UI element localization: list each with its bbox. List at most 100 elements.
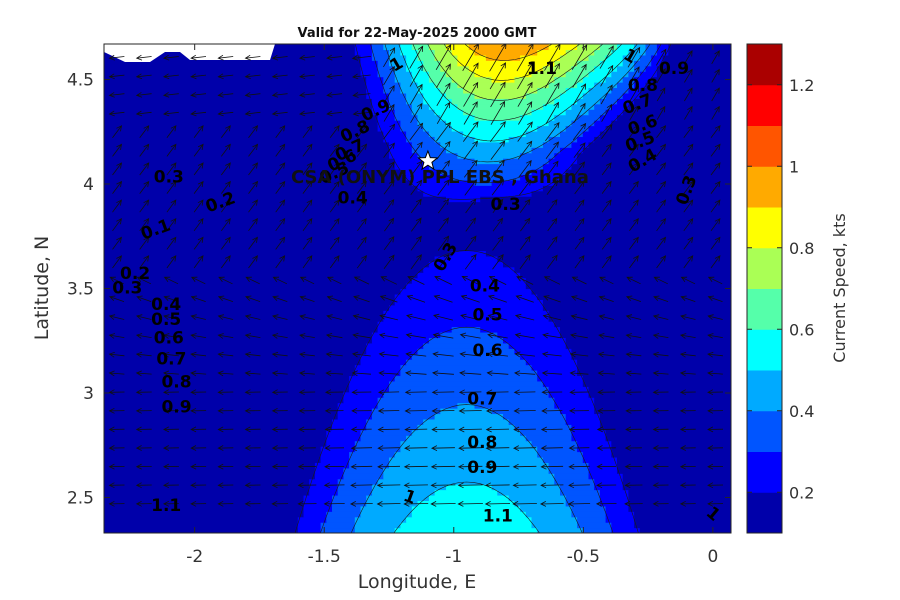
speed-band-cell (525, 92, 561, 99)
speed-band-cell (394, 71, 413, 78)
current-arrow (272, 295, 288, 302)
speed-band-cell (548, 462, 590, 469)
y-tick-label: 3.5 (67, 280, 94, 300)
current-arrow (376, 482, 401, 489)
current-arrow (351, 370, 372, 377)
current-arrow (458, 389, 482, 396)
speed-band-cell (383, 315, 550, 322)
speed-band-cell (366, 424, 419, 431)
current-arrow (486, 370, 509, 377)
speed-band-cell (423, 125, 453, 132)
current-arrow (245, 295, 261, 302)
speed-band-cell (389, 152, 419, 159)
speed-band-cell (617, 98, 635, 105)
current-arrow (248, 199, 258, 213)
speed-band-cell (531, 71, 567, 78)
current-arrow (190, 500, 207, 507)
speed-band-cell (104, 435, 327, 442)
current-arrow (490, 140, 506, 160)
speed-band-cell (542, 65, 572, 72)
speed-band-cell (514, 76, 555, 83)
current-arrow (601, 255, 612, 269)
speed-band-cell (560, 54, 590, 61)
current-arrow (326, 73, 343, 80)
speed-band-cell (104, 217, 731, 224)
speed-band-cell (628, 505, 731, 512)
speed-band-cell (104, 228, 731, 235)
current-arrow (139, 236, 150, 250)
current-arrow (546, 160, 559, 177)
speed-band-cell (389, 147, 413, 154)
speed-band-cell (634, 65, 647, 72)
current-arrow (547, 236, 558, 251)
speed-band-cell (525, 435, 572, 442)
speed-band-cell (503, 337, 567, 344)
current-arrow (545, 82, 560, 107)
speed-band-cell (668, 44, 731, 51)
current-arrow (166, 255, 177, 269)
speed-band-cell (491, 484, 561, 491)
speed-band-cell (360, 359, 407, 366)
speed-band-cell (542, 299, 731, 306)
current-arrow (572, 83, 587, 106)
current-arrow (491, 179, 505, 196)
speed-band-cell (411, 179, 476, 186)
speed-band-cell (634, 76, 652, 83)
current-arrow (139, 255, 150, 269)
speed-band-cell (371, 44, 384, 51)
current-arrow (350, 426, 372, 433)
speed-band-cell (104, 473, 316, 480)
current-arrow (628, 180, 639, 194)
current-arrow (162, 92, 179, 98)
speed-band-cell (446, 71, 476, 78)
current-arrow (352, 314, 371, 321)
speed-band-cell (440, 331, 498, 338)
speed-band-cell (651, 54, 664, 61)
speed-band-cell (571, 120, 595, 127)
current-arrow (193, 162, 204, 176)
speed-band-cell (309, 484, 339, 491)
speed-band-cell (571, 348, 731, 355)
speed-band-cell (508, 136, 550, 143)
current-vector-arrows (108, 44, 724, 507)
current-arrow (112, 125, 123, 139)
current-arrow (680, 333, 696, 339)
speed-band-cell (628, 494, 731, 501)
speed-band-cell (599, 418, 731, 425)
speed-band-cell (434, 82, 458, 89)
current-arrow (190, 73, 207, 80)
speed-band-cell (377, 402, 458, 409)
speed-band-cell (520, 272, 731, 279)
speed-band-cell (104, 147, 390, 154)
current-arrow (519, 254, 531, 270)
current-arrow (383, 103, 395, 122)
speed-band-cell (577, 98, 601, 105)
speed-band-cell (383, 391, 550, 398)
current-arrow (220, 217, 231, 232)
current-arrow (683, 143, 694, 157)
speed-band-cell (560, 484, 595, 491)
speed-band-cell (104, 255, 436, 262)
current-arrow (298, 92, 315, 98)
current-arrow (135, 482, 152, 489)
current-arrow (275, 125, 286, 139)
current-arrow (108, 333, 125, 339)
speed-band-cell (104, 196, 447, 203)
contour-line (350, 44, 651, 533)
current-arrow (458, 445, 483, 451)
speed-band-cell (560, 174, 731, 181)
speed-band-cell (582, 76, 607, 83)
speed-band-cell (389, 92, 407, 99)
current-arrow (271, 333, 288, 339)
current-arrow (710, 236, 721, 250)
current-arrow (108, 54, 125, 61)
speed-band-cell (371, 98, 390, 105)
current-arrow (601, 143, 612, 157)
speed-band-cell (588, 141, 731, 148)
current-arrow (541, 370, 562, 377)
speed-band-cell (508, 342, 567, 349)
speed-band-cell (389, 304, 544, 311)
speed-band-cell (104, 65, 362, 72)
speed-band-cell (104, 391, 344, 398)
speed-band-cell (639, 92, 731, 99)
